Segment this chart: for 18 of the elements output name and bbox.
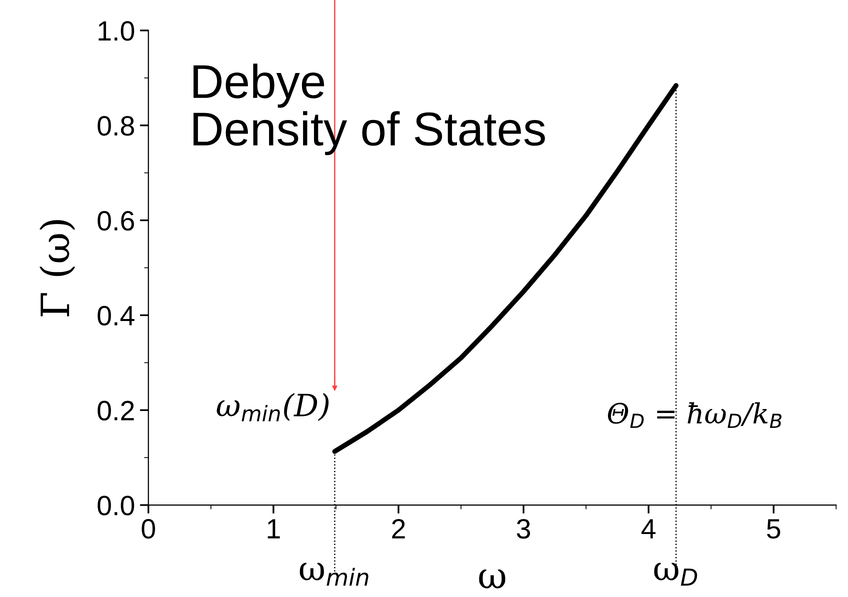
annotation: ω$_{min}$(D) <box>216 392 329 422</box>
ref-line-label: ω$_{min}$ <box>300 562 368 586</box>
x-tick-label: 2 <box>392 518 405 538</box>
y-axis-title: Γ (ω) <box>40 220 76 316</box>
annotation: Θ$_{D}$ = ħω$_{D}$/k$_{B}$ <box>608 402 782 428</box>
y-tick-label: 0.4 <box>98 306 134 326</box>
y-tick-label: 0.2 <box>98 400 134 420</box>
x-tick-label: 0 <box>142 518 156 539</box>
y-tick-label: 1.0 <box>98 21 134 41</box>
x-tick-label: 5 <box>766 519 780 539</box>
x-tick-label: 1 <box>268 519 280 538</box>
y-tick-label: 0.0 <box>98 496 134 516</box>
y-tick-label: 0.6 <box>98 210 134 231</box>
x-tick-label: 4 <box>641 519 656 538</box>
y-tick-label: 0.8 <box>98 116 134 136</box>
ref-line-label: ω$_{D}$ <box>654 562 698 586</box>
x-tick-label: 3 <box>516 518 530 539</box>
x-axis-title: ω <box>479 570 506 588</box>
